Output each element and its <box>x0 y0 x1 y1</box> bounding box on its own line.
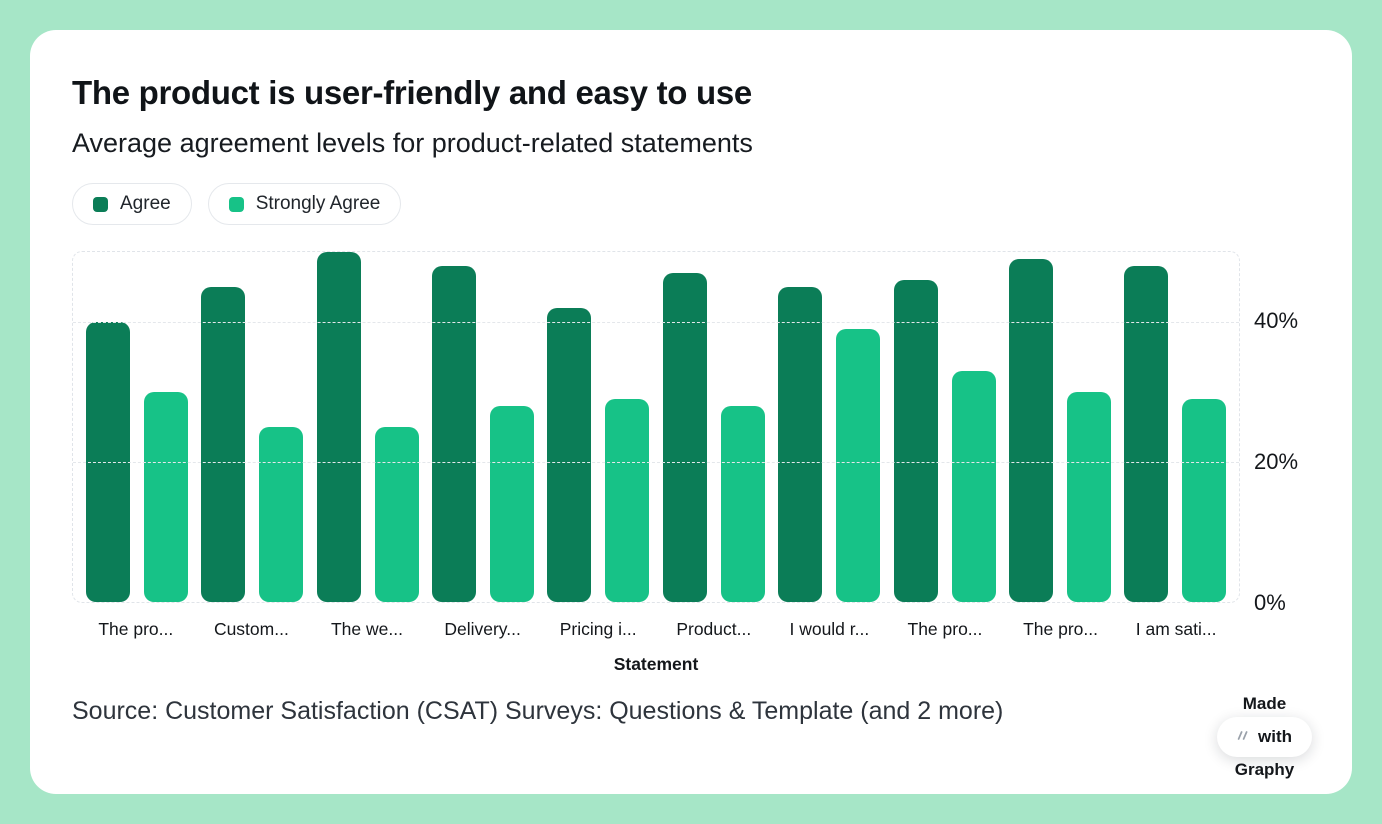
x-tick-label: Product... <box>676 619 752 639</box>
x-tick-label: The we... <box>330 619 403 639</box>
gridline-40 <box>73 322 1239 323</box>
legend-item-strongly-agree[interactable]: Strongly Agree <box>207 183 402 225</box>
y-tick-label: 0% <box>1254 590 1286 615</box>
x-tick-label: Delivery... <box>444 619 521 639</box>
legend-swatch <box>93 196 108 212</box>
bar-agree[interactable] <box>1124 266 1169 602</box>
bar-agree[interactable] <box>778 287 823 602</box>
bar-group <box>425 252 540 602</box>
x-tick-label: The pro... <box>1023 619 1098 639</box>
bar-strongly-agree[interactable] <box>259 427 304 602</box>
bar-strongly-agree[interactable] <box>143 392 188 602</box>
y-tick-label: 40% <box>1254 308 1299 334</box>
bar-agree[interactable] <box>431 266 476 602</box>
legend-item-agree[interactable]: Agree <box>72 183 192 225</box>
bar-strongly-agree[interactable] <box>836 329 881 602</box>
bar-group <box>541 252 656 602</box>
graphy-logo-icon <box>1237 730 1249 744</box>
bar-strongly-agree[interactable] <box>1182 399 1227 602</box>
bar-groups <box>73 252 1239 602</box>
chart-title: The product is user-friendly and easy to… <box>72 74 752 111</box>
bar-agree[interactable] <box>316 252 361 602</box>
bar-group <box>1002 252 1117 602</box>
badge-brand-label: Graphy <box>1234 760 1295 779</box>
bar-strongly-agree[interactable] <box>605 399 650 602</box>
badge-pill[interactable]: with <box>1217 717 1312 757</box>
bar-agree[interactable] <box>662 273 707 602</box>
legend: Agree Strongly Agree <box>72 183 1312 225</box>
legend-label: Agree <box>120 193 171 214</box>
bar-strongly-agree[interactable] <box>374 427 419 602</box>
chart-subtitle: Average agreement levels for product-rel… <box>72 128 753 158</box>
bar-group <box>79 252 194 602</box>
bar-agree[interactable] <box>1008 259 1053 602</box>
bar-group <box>656 252 771 602</box>
x-axis-labels: The pro... Custom... The we... Delivery... P… <box>72 619 1240 640</box>
plot-area <box>72 251 1240 603</box>
y-tick-label: 20% <box>1254 449 1299 475</box>
x-axis-title: Statement <box>613 654 699 674</box>
badge-with-label: with <box>1258 727 1292 746</box>
x-tick-label: I would r... <box>789 619 870 639</box>
y-axis: 0% 20% 40% <box>1240 251 1312 675</box>
x-tick-label: The pro... <box>907 619 983 639</box>
gridline-20 <box>73 462 1239 463</box>
chart-area: The pro... Custom... The we... Delivery... P… <box>72 251 1312 675</box>
graphy-watermark[interactable]: Made with Graphy <box>1217 694 1312 780</box>
legend-swatch <box>228 196 244 212</box>
bar-strongly-agree[interactable] <box>489 406 534 602</box>
bar-agree[interactable] <box>547 308 592 602</box>
plot-column: The pro... Custom... The we... Delivery... P… <box>72 251 1240 675</box>
bar-group <box>1118 252 1233 602</box>
bar-group <box>194 252 309 602</box>
badge-made-label: Made <box>1242 694 1287 713</box>
bar-group <box>310 252 425 602</box>
bar-strongly-agree[interactable] <box>951 371 996 602</box>
bar-strongly-agree[interactable] <box>1066 392 1111 602</box>
bar-group <box>771 252 886 602</box>
bar-strongly-agree[interactable] <box>720 406 765 602</box>
bar-group <box>887 252 1002 602</box>
bar-agree[interactable] <box>893 280 938 602</box>
chart-card: The product is user-friendly and easy to… <box>30 30 1352 794</box>
x-tick-label: Custom... <box>213 619 289 639</box>
source-text: Source: Customer Satisfaction (CSAT) Sur… <box>72 697 1004 725</box>
bar-agree[interactable] <box>201 287 246 602</box>
x-tick-label: I am sati... <box>1135 619 1217 639</box>
legend-label: Strongly Agree <box>255 193 381 214</box>
x-tick-label: The pro... <box>98 619 174 639</box>
x-tick-label: Pricing i... <box>559 619 637 639</box>
